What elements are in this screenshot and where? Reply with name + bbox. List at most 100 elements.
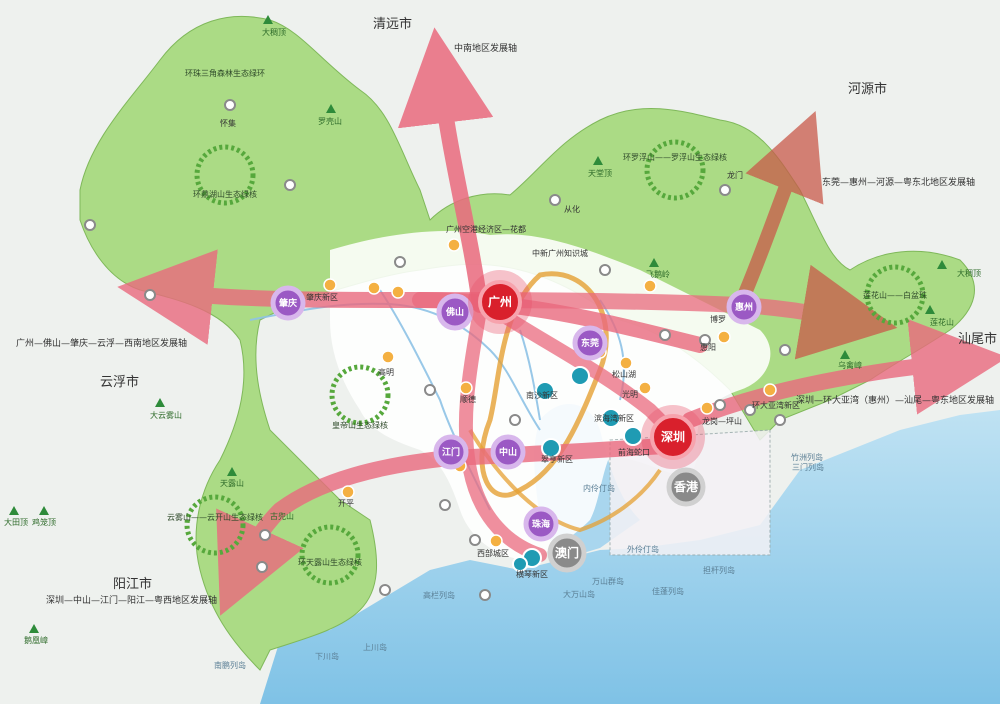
island-labels: 万山群岛 大万山岛 佳蓬列岛 担杆列岛 外伶仃岛 内伶仃岛 高栏列岛 下川岛 上… — [214, 452, 824, 670]
heyuan-label: 河源市 — [848, 81, 887, 97]
hongkong-label: 香港 — [673, 479, 699, 494]
peak-markers — [9, 15, 947, 633]
mountain-wuling: 乌禽嶂 — [838, 360, 862, 370]
label-boluo: 博罗 — [710, 314, 726, 324]
sea-area — [260, 410, 1000, 704]
node-city-labels: 肇庆 佛山 东莞 惠州 江门 中山 珠海 — [279, 297, 753, 530]
hongkong-marker — [666, 467, 706, 507]
label-zhuzhou: 竹洲列岛 — [791, 452, 823, 462]
corridor-southwest-label: 深圳—中山—江门—阳江—粤西地区发展轴 — [46, 594, 217, 606]
mountain-tianlu: 天露山 — [220, 478, 244, 488]
label-shangchuan: 上川岛 — [363, 642, 387, 652]
label-cuiheng: 翠亨新区 — [541, 454, 573, 464]
label-dawanshan: 大万山岛 — [563, 589, 595, 599]
qingyuan-label: 清远市 — [373, 16, 412, 32]
coastal-arc — [468, 428, 662, 533]
mountain-feie: 飞鹅岭 — [646, 269, 670, 279]
eco-dinghu-label: 环鼎湖山生态绿核 — [193, 189, 257, 199]
mountain-dachou-2: 大稠顶 — [957, 268, 981, 278]
label-conghua: 从化 — [564, 204, 580, 214]
macao-label: 澳门 — [555, 545, 579, 560]
label-zhaoqing-new: 肇庆新区 — [306, 292, 338, 302]
eco-gaoming-label: 皇帝山生态绿核 — [332, 420, 388, 430]
mountain-dachou: 大稠顶 — [262, 27, 286, 37]
core-city-markers — [468, 270, 706, 573]
label-kaiping: 开平 — [338, 499, 354, 508]
mountain-datian: 大田顶 — [4, 517, 28, 527]
node-city-markers — [270, 285, 762, 542]
eco-core-lianhua — [864, 264, 926, 326]
label-longmen: 龙门 — [727, 170, 743, 180]
eco-lianhua-label: 莲花山——白盆珠 — [863, 290, 927, 300]
label-songshanhu: 松山湖 — [612, 369, 636, 379]
label-kongang: 广州空港经济区—花都 — [446, 224, 526, 234]
eco-yunwu-label: 云雾山——云开山生态绿核 — [167, 512, 263, 522]
dongguan-marker — [572, 325, 608, 361]
label-longgang: 龙岗—坪山 — [702, 416, 742, 426]
core-city-labels: 广州 深圳 香港 澳门 — [488, 294, 699, 560]
label-xiachuan: 下川岛 — [315, 651, 339, 661]
axis-gz-zh — [458, 303, 547, 562]
label-binhai: 滨海湾新区 — [594, 413, 634, 423]
binhai-marker — [601, 408, 621, 428]
mountain-luokeng: 罗壳山 — [318, 116, 342, 126]
foshan-label: 佛山 — [445, 306, 464, 318]
mountain-lianhua: 莲花山 — [930, 317, 954, 327]
yangjiang-label: 阳江市 — [113, 576, 152, 592]
zhuhai-label: 珠海 — [532, 518, 550, 530]
zhongshan-label: 中山 — [499, 446, 517, 458]
macao-marker — [547, 533, 587, 573]
corridor-labels: 中南地区发展轴 东莞—惠州—河源—粤东北地区发展轴 广州—佛山—肇庆—云浮—西南… — [16, 42, 994, 606]
corridor-east-label: 深圳—环大亚湾（惠州）—汕尾—粤东地区发展轴 — [796, 394, 994, 406]
label-lingding: 内伶仃岛 — [583, 483, 615, 493]
mountain-ehuang: 鹅凰嶂 — [24, 635, 48, 645]
shenzhen-marker — [650, 414, 696, 460]
zhuhai-marker — [523, 506, 559, 542]
zhaoqing-marker — [270, 285, 306, 321]
label-sanmen: 三门列岛 — [792, 462, 824, 472]
eco-core-gaoming — [329, 364, 391, 426]
foshan-marker — [436, 293, 474, 331]
axis-southwest — [216, 437, 688, 616]
corridor-west-label: 广州—佛山—肇庆—云浮—西南地区发展轴 — [16, 337, 187, 349]
eco-ring-label: 环珠三角森林生态绿环 — [185, 68, 265, 78]
guangzhou-marker — [478, 280, 522, 324]
shenzhen-label: 深圳 — [661, 429, 685, 444]
yunfu-label: 云浮市 — [100, 374, 139, 390]
label-dangan: 担杆列岛 — [703, 565, 735, 575]
eco-core-dinghu — [194, 144, 256, 206]
jinwan-marker — [512, 556, 528, 572]
qianhai-marker — [623, 426, 643, 446]
mountain-gunan: 古兜山 — [270, 511, 294, 521]
dongguan-label: 东莞 — [581, 337, 599, 349]
eco-labels: 环鼎湖山生态绿核 环罗浮山——罗浮山生态绿核 莲花山——白盆珠 皇帝山生态绿核 … — [167, 68, 927, 567]
axis-east — [682, 319, 1000, 428]
district-labels: 广州空港经济区—花都 中新广州知识城 南沙新区 前海蛇口 横琴新区 翠亨新区 滨… — [220, 118, 800, 579]
label-shunde: 顺德 — [460, 394, 476, 404]
label-gaolan: 高栏列岛 — [423, 590, 455, 600]
cuiheng-marker — [541, 438, 561, 458]
axis-north — [397, 27, 494, 313]
label-weijia: 外伶仃岛 — [627, 544, 659, 554]
district-centers — [512, 366, 643, 572]
axis-northeast — [733, 111, 824, 312]
label-nanpeng: 南鹏列岛 — [214, 660, 246, 670]
corridor-north-label: 中南地区发展轴 — [454, 42, 517, 54]
label-gaoming: 高明 — [378, 367, 394, 377]
corridor-northeast-label: 东莞—惠州—河源—粤东北地区发展轴 — [822, 176, 975, 188]
label-hengqin: 横琴新区 — [516, 569, 548, 579]
mountain-labels: 大稠顶 罗壳山 天堂顶 飞鹅岭 莲花山 乌禽嶂 天露山 大云雾山 大田顶 鸡笼顶… — [4, 27, 981, 645]
eco-luofu-label: 环罗浮山——罗浮山生态绿核 — [623, 152, 727, 162]
neighbor-city-labels: 清远市 河源市 汕尾市 云浮市 阳江市 — [100, 16, 997, 592]
eco-core-luofu — [644, 139, 706, 201]
label-nansha: 南沙新区 — [526, 390, 558, 400]
huizhou-label: 惠州 — [735, 301, 753, 313]
label-jiapeng: 佳蓬列岛 — [652, 586, 684, 596]
shanwei-label: 汕尾市 — [958, 331, 997, 347]
guangzhou-label: 广州 — [488, 294, 512, 309]
zhaoqing-label: 肇庆 — [279, 297, 297, 309]
label-qianhai: 前海蛇口 — [618, 447, 650, 457]
jiangmen-label: 江门 — [442, 446, 460, 458]
label-huaiji: 怀集 — [220, 118, 236, 128]
